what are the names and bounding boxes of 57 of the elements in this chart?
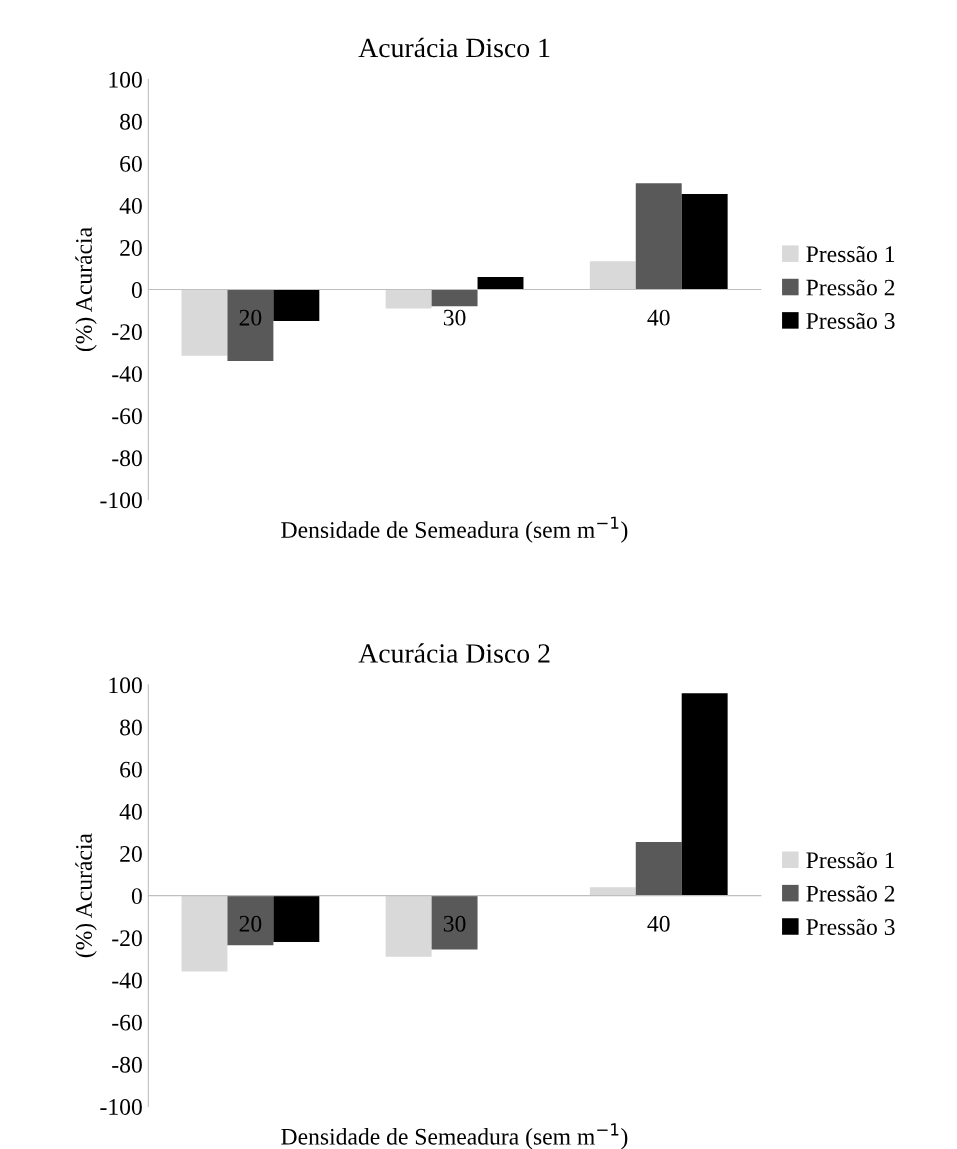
legend-label: Pressão 2	[806, 279, 895, 296]
bar	[181, 895, 228, 972]
y-tick-label: -20	[112, 324, 142, 341]
bar	[589, 261, 636, 290]
y-tick-label: 0	[131, 888, 142, 905]
legend-label: Pressão 1	[806, 246, 895, 263]
bar	[385, 289, 432, 309]
y-tick-label: -40	[112, 972, 142, 989]
bar	[181, 289, 228, 356]
y-tick-label: 40	[119, 803, 142, 820]
y-tick-label: 100	[109, 677, 142, 694]
bar	[431, 895, 478, 950]
y-tick-label: 20	[120, 239, 142, 256]
bar	[273, 895, 320, 943]
y-tick-label: 80	[120, 113, 142, 130]
bar	[589, 887, 636, 896]
y-tick-label: 0	[131, 282, 142, 298]
y-tick-label: -100	[100, 492, 142, 509]
x-tick-label: 20	[239, 915, 262, 932]
y-tick-label: -20	[112, 930, 142, 947]
y-tick-label: 100	[109, 71, 142, 88]
bar	[227, 289, 274, 362]
y-tick-label: 60	[120, 155, 142, 172]
x-tick-label: 40	[647, 915, 670, 932]
y-tick-label: -60	[112, 408, 142, 425]
bar	[635, 841, 682, 896]
legend-label: Pressão 1	[806, 852, 895, 869]
bar	[273, 289, 320, 322]
bar	[681, 193, 728, 290]
chart-title: Acurácia Disco 2	[358, 643, 550, 663]
y-tick-label: 80	[120, 719, 142, 736]
legend-label: Pressão 3	[806, 312, 895, 329]
y-tick-label: -40	[112, 366, 142, 383]
legend-label: Pressão 2	[806, 885, 895, 902]
bar	[635, 183, 682, 290]
x-tick-label: 40	[647, 309, 670, 326]
y-tick-label: -80	[112, 450, 142, 467]
chart-title: Acurácia Disco 1	[358, 37, 550, 58]
y-tick-label: -100	[100, 1098, 142, 1115]
y-tick-label: -60	[112, 1014, 142, 1031]
y-axis-title: (%) Acurácia	[75, 227, 97, 352]
bar	[477, 276, 524, 290]
y-axis-title: (%) Acurácia	[75, 833, 97, 958]
x-axis-title: Densidade de Semeadura (sem m$^{−1}$)	[281, 516, 628, 543]
bar	[431, 289, 478, 307]
y-tick-label: 40	[119, 197, 142, 214]
legend-label: Pressão 3	[806, 918, 895, 935]
x-tick-label: 30	[443, 915, 466, 932]
y-tick-label: -80	[112, 1056, 142, 1073]
bar	[681, 693, 728, 896]
x-tick-label: 20	[239, 309, 262, 326]
y-tick-label: 60	[120, 761, 142, 778]
y-tick-label: 20	[120, 845, 142, 862]
x-axis-title: Densidade de Semeadura (sem m$^{−1}$)	[281, 1123, 628, 1149]
bar	[385, 895, 432, 957]
x-tick-label: 30	[443, 309, 466, 326]
bar	[227, 895, 274, 946]
